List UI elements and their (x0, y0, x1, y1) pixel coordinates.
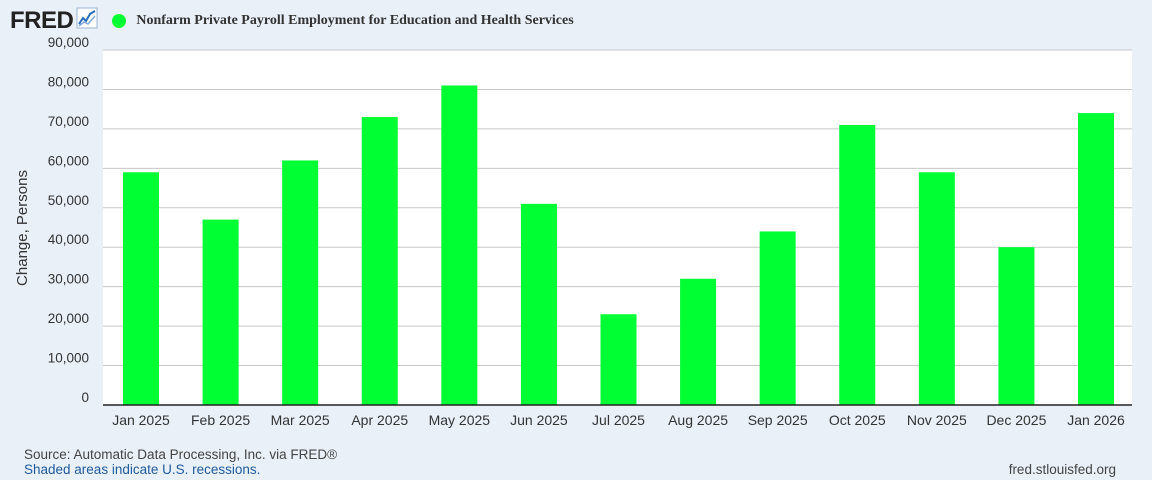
bar-chart: 0 10,000 20,000 30,000 40,000 50,000 60,000 70,… (14, 35, 1132, 428)
bar[interactable] (202, 219, 239, 405)
x-tick-label: Mar 2025 (271, 412, 330, 428)
bar[interactable] (918, 172, 955, 405)
fred-logo[interactable]: FRED (10, 7, 74, 34)
x-tick-label: Nov 2025 (907, 412, 967, 428)
y-tick-label: 40,000 (48, 232, 89, 247)
x-tick-label: Dec 2025 (986, 412, 1046, 428)
source-note: Source: Automatic Data Processing, Inc. … (24, 447, 338, 462)
bar[interactable] (998, 247, 1035, 405)
x-tick-label: Jul 2025 (592, 412, 645, 428)
x-tick-label: Jan 2025 (112, 412, 170, 428)
bar[interactable] (282, 160, 319, 405)
legend-marker (112, 14, 127, 28)
bar[interactable] (520, 203, 557, 405)
x-tick-label: Jan 2026 (1067, 412, 1125, 428)
y-tick-label: 90,000 (48, 35, 89, 50)
recession-note[interactable]: Shaded areas indicate U.S. recessions. (24, 462, 261, 477)
bar[interactable] (123, 172, 159, 405)
y-tick-label: 0 (81, 390, 89, 405)
bars (123, 85, 1114, 406)
bar[interactable] (441, 85, 478, 406)
bar[interactable] (680, 278, 717, 405)
y-tick-label: 50,000 (48, 193, 89, 208)
y-tick-label: 80,000 (48, 74, 89, 89)
bar[interactable] (759, 231, 796, 405)
y-tick-label: 10,000 (48, 351, 89, 366)
x-tick-label: Sep 2025 (748, 412, 808, 428)
line-graph-icon (76, 7, 98, 29)
y-tick-label: 70,000 (48, 114, 89, 129)
y-tick-label: 20,000 (48, 311, 89, 326)
bar[interactable] (1078, 113, 1114, 405)
y-tick-label: 30,000 (48, 272, 89, 287)
x-tick-label: May 2025 (429, 412, 491, 428)
y-tick-label: 60,000 (48, 153, 89, 168)
x-tick-label: Apr 2025 (351, 412, 408, 428)
bar[interactable] (361, 117, 398, 406)
x-tick-label: Oct 2025 (829, 412, 886, 428)
y-axis-label: Change, Persons (14, 170, 31, 286)
x-tick-label: Jun 2025 (510, 412, 568, 428)
chart-title: Nonfarm Private Payroll Employment for E… (136, 13, 574, 28)
fred-url[interactable]: fred.stlouisfed.org (1008, 462, 1116, 477)
x-axis-ticks: Jan 2025 Feb 2025 Mar 2025 Apr 2025 May 2025… (112, 412, 1125, 428)
x-tick-label: Aug 2025 (668, 412, 728, 428)
y-axis-ticks: 0 10,000 20,000 30,000 40,000 50,000 60,000 70,… (48, 35, 89, 405)
x-tick-label: Feb 2025 (191, 412, 250, 428)
bar[interactable] (600, 314, 637, 405)
chart-header: FRED Nonfarm Private Payroll Employment … (10, 6, 574, 36)
bar[interactable] (839, 124, 876, 405)
